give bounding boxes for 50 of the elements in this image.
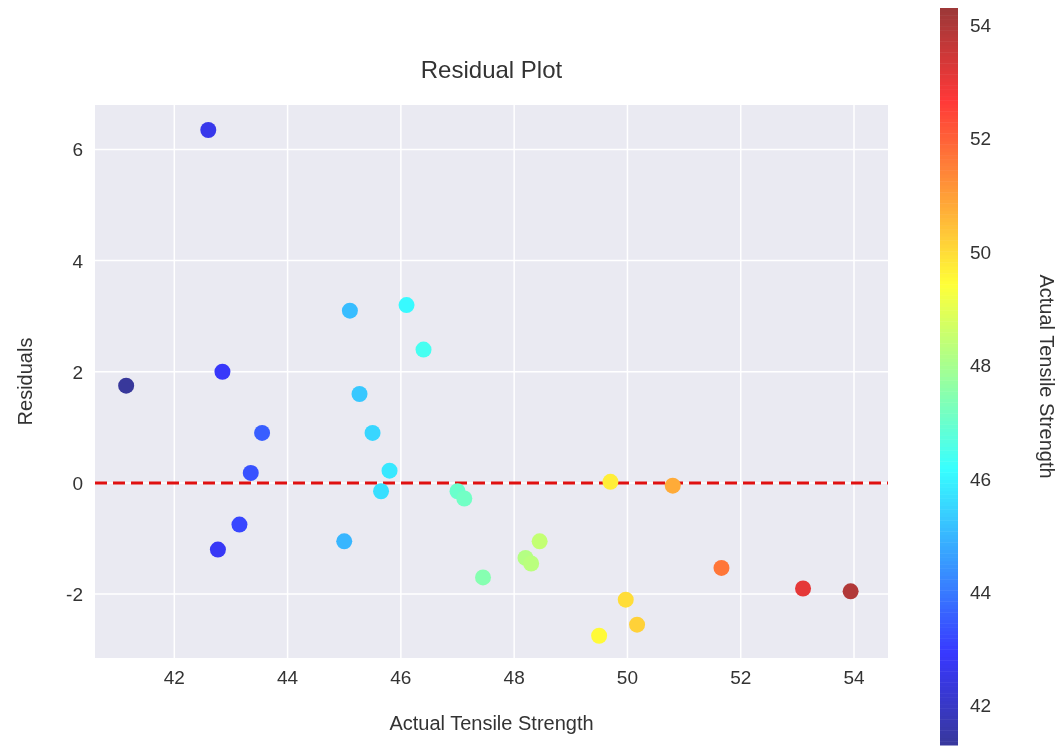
chart-title: Residual Plot bbox=[420, 56, 563, 83]
point bbox=[842, 583, 859, 600]
point bbox=[591, 627, 608, 644]
x-tick-label: 42 bbox=[163, 667, 185, 688]
point bbox=[795, 580, 812, 597]
point bbox=[336, 533, 353, 550]
color-bar-title: Actual Tensile Strength bbox=[1036, 274, 1058, 479]
color-bar-label: 50 bbox=[970, 241, 992, 263]
point bbox=[664, 477, 681, 494]
point bbox=[209, 541, 226, 558]
point bbox=[341, 302, 358, 319]
point bbox=[364, 424, 381, 441]
color-bar-label: 46 bbox=[970, 468, 992, 490]
y-axis-title: Residuals bbox=[14, 337, 36, 426]
point bbox=[214, 363, 231, 380]
point bbox=[398, 297, 415, 314]
x-tick-label: 48 bbox=[503, 667, 525, 688]
point bbox=[475, 569, 491, 586]
point bbox=[415, 341, 432, 358]
point bbox=[629, 616, 646, 633]
y-tick-label: 6 bbox=[72, 139, 83, 161]
point bbox=[231, 516, 248, 533]
x-tick-label: 50 bbox=[616, 667, 639, 688]
point bbox=[381, 462, 398, 479]
point bbox=[456, 490, 473, 507]
x-tick-label: 52 bbox=[730, 667, 752, 688]
color-bar-label: 48 bbox=[970, 355, 992, 377]
color-bar-label: 52 bbox=[970, 128, 992, 150]
color-bar-label: 44 bbox=[970, 581, 992, 603]
point bbox=[254, 424, 271, 441]
y-tick-label: 2 bbox=[72, 361, 83, 383]
color-bar-label: 54 bbox=[970, 15, 992, 37]
y-tick-label: 0 bbox=[72, 472, 83, 494]
point bbox=[373, 483, 390, 500]
color-bar-label: 42 bbox=[970, 695, 992, 717]
point bbox=[118, 377, 135, 394]
point bbox=[617, 591, 634, 608]
y-tick-label: 4 bbox=[72, 250, 84, 272]
x-tick-label: 46 bbox=[390, 667, 412, 688]
point bbox=[351, 386, 368, 403]
point bbox=[602, 473, 619, 490]
x-tick-label: 54 bbox=[843, 667, 866, 688]
point bbox=[242, 464, 259, 481]
point bbox=[200, 122, 217, 139]
point bbox=[713, 559, 730, 576]
point bbox=[523, 555, 540, 572]
y-tick-label: -2 bbox=[66, 584, 83, 606]
x-tick-label: 44 bbox=[277, 667, 299, 688]
point bbox=[531, 533, 548, 550]
x-axis-title: Actual Tensile Strength bbox=[389, 712, 594, 734]
